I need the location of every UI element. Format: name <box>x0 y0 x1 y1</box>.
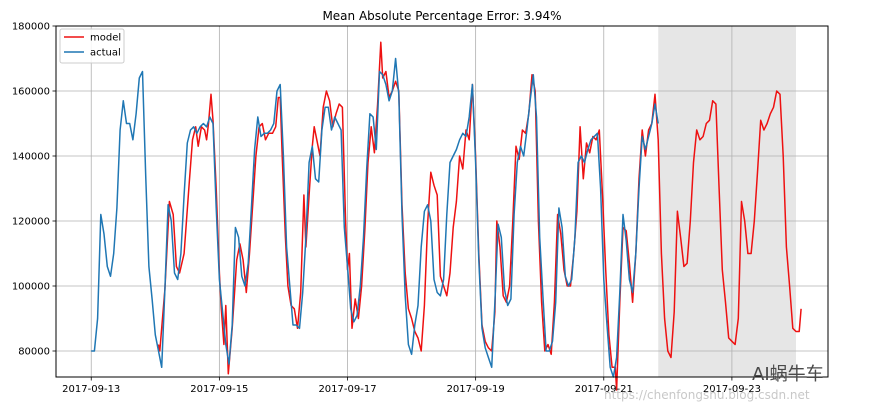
x-tick-label: 2017-09-17 <box>318 384 376 395</box>
y-tick-label: 140000 <box>12 152 50 163</box>
y-tick-label: 120000 <box>12 217 50 228</box>
x-tick-label: 2017-09-13 <box>62 384 120 395</box>
y-tick-label: 160000 <box>12 87 50 98</box>
watermark-brand: AI蜗牛车 <box>752 364 824 385</box>
y-tick-label: 100000 <box>12 282 50 293</box>
legend: model actual <box>59 28 125 64</box>
x-tick-label: 2017-09-15 <box>190 384 248 395</box>
y-axis-ticks: 80000 100000 120000 140000 160000 180000 <box>12 22 56 358</box>
x-tick-label: 2017-09-23 <box>703 384 761 395</box>
y-tick-label: 80000 <box>18 347 50 358</box>
plot-frame <box>55 25 829 378</box>
y-tick-label: 180000 <box>12 22 50 33</box>
series-line-actual <box>91 57 659 378</box>
legend-label-actual: actual <box>90 48 121 59</box>
watermark-url: https://chenfongshu.blog.csdn.net <box>604 388 810 402</box>
x-tick-label: 2017-09-19 <box>447 384 505 395</box>
series-lines <box>91 41 802 391</box>
legend-label-model: model <box>90 33 121 44</box>
x-axis-ticks: 2017-09-13 2017-09-15 2017-09-17 2017-09-19… <box>62 377 761 395</box>
x-tick-label: 2017-09-21 <box>575 384 633 395</box>
chart-title: Mean Absolute Percentage Error: 3.94% <box>322 9 561 23</box>
